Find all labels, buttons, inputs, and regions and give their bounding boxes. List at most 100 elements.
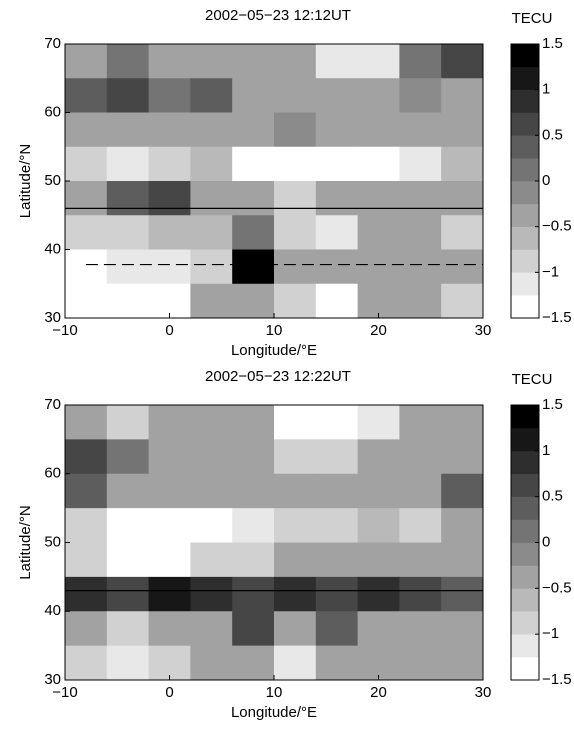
colorbar-tick-label: −0.5 bbox=[542, 218, 572, 235]
x-tick-label: 20 bbox=[370, 322, 387, 339]
colorbar-swatch bbox=[511, 496, 539, 520]
colorbar-tick-label: −1.5 bbox=[542, 309, 572, 326]
cell bbox=[441, 405, 484, 440]
cell bbox=[148, 542, 191, 578]
cell bbox=[315, 249, 359, 285]
cell bbox=[441, 645, 484, 681]
y-axis-label: Latitude/°N bbox=[17, 144, 34, 218]
x-tick-label: 0 bbox=[165, 684, 173, 701]
cell bbox=[190, 283, 233, 319]
cell bbox=[315, 576, 359, 612]
cell bbox=[190, 146, 233, 182]
cell bbox=[441, 576, 484, 612]
cell bbox=[357, 44, 400, 79]
cell bbox=[315, 44, 359, 79]
colorbar-swatch bbox=[511, 588, 539, 612]
cell bbox=[148, 44, 191, 79]
colorbar-swatch bbox=[511, 226, 539, 250]
cell bbox=[190, 611, 233, 647]
cell bbox=[274, 146, 317, 182]
cell bbox=[65, 576, 108, 612]
cell bbox=[399, 645, 442, 681]
cell bbox=[106, 78, 150, 113]
cell bbox=[399, 439, 442, 475]
cell bbox=[65, 112, 108, 148]
cell bbox=[441, 473, 484, 509]
colorbar-swatch bbox=[511, 135, 539, 159]
cell bbox=[190, 473, 233, 509]
cell bbox=[274, 576, 317, 612]
x-tick-label: 10 bbox=[266, 322, 283, 339]
colorbar-swatch bbox=[511, 295, 539, 319]
cell bbox=[190, 542, 233, 578]
cell bbox=[65, 78, 108, 113]
cell bbox=[148, 439, 191, 475]
cell bbox=[65, 611, 108, 647]
cell bbox=[148, 576, 191, 612]
colorbar-swatch bbox=[511, 158, 539, 182]
cell bbox=[357, 249, 400, 285]
cell bbox=[357, 576, 400, 612]
colorbar-swatch bbox=[511, 473, 539, 497]
cell bbox=[357, 645, 400, 681]
cell bbox=[357, 611, 400, 647]
colorbar-swatch bbox=[511, 634, 539, 658]
colorbar-swatch bbox=[511, 181, 539, 205]
cell bbox=[148, 611, 191, 647]
cell bbox=[232, 78, 275, 113]
cell bbox=[357, 508, 400, 543]
cell bbox=[65, 439, 108, 475]
cell bbox=[399, 542, 442, 578]
cell bbox=[106, 473, 150, 509]
cell bbox=[232, 405, 275, 440]
cell bbox=[106, 215, 150, 250]
cell bbox=[65, 249, 108, 285]
colorbar-tick-label: −1 bbox=[542, 263, 559, 280]
y-tick-label: 60 bbox=[44, 103, 61, 120]
colorbar-swatch bbox=[511, 272, 539, 296]
cell bbox=[274, 249, 317, 285]
colorbar-swatch bbox=[511, 66, 539, 90]
cell bbox=[65, 44, 108, 79]
cell bbox=[274, 405, 317, 440]
colorbar-label: TECU bbox=[512, 371, 553, 388]
y-tick-label: 30 bbox=[44, 309, 61, 326]
cell bbox=[232, 112, 275, 148]
chart-title: 2002−05−23 12:12UT bbox=[205, 7, 351, 24]
colorbar-tick-label: 1.5 bbox=[542, 35, 563, 52]
cell bbox=[315, 283, 359, 319]
cell bbox=[232, 508, 275, 543]
cell bbox=[274, 215, 317, 250]
x-axis-label: Longitude/°E bbox=[231, 342, 317, 359]
cell bbox=[106, 542, 150, 578]
colorbar-swatch bbox=[511, 203, 539, 227]
cell bbox=[357, 542, 400, 578]
cell bbox=[399, 283, 442, 319]
cell bbox=[274, 283, 317, 319]
x-tick-label: −10 bbox=[52, 322, 77, 339]
cell bbox=[190, 44, 233, 79]
cell bbox=[315, 508, 359, 543]
cell bbox=[315, 146, 359, 182]
colorbar-swatch bbox=[511, 249, 539, 273]
cell bbox=[399, 215, 442, 250]
cell bbox=[274, 44, 317, 79]
colorbar-tick-label: 0.5 bbox=[542, 126, 563, 143]
cell bbox=[106, 181, 150, 216]
cell bbox=[106, 146, 150, 182]
cell bbox=[148, 78, 191, 113]
cell bbox=[148, 645, 191, 681]
cell bbox=[232, 473, 275, 509]
cell bbox=[357, 78, 400, 113]
cell bbox=[148, 405, 191, 440]
cell bbox=[274, 645, 317, 681]
cell bbox=[399, 146, 442, 182]
cell bbox=[274, 542, 317, 578]
cell bbox=[399, 249, 442, 285]
colorbar-swatch bbox=[511, 611, 539, 635]
cell bbox=[232, 249, 275, 285]
y-tick-label: 50 bbox=[44, 533, 61, 550]
y-axis-label: Latitude/°N bbox=[17, 505, 34, 579]
